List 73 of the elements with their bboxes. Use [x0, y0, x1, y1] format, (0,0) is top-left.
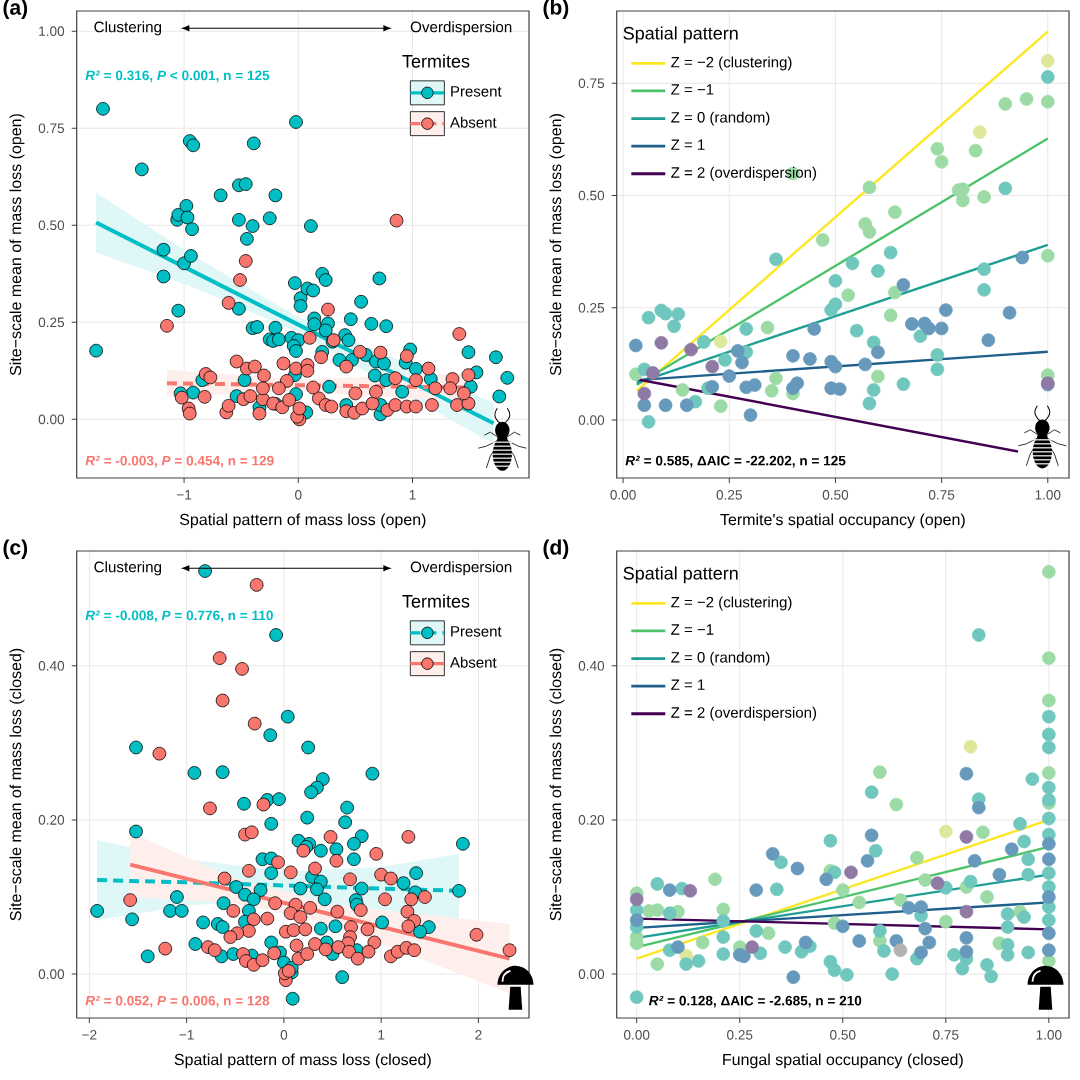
chart-title: (c) — [3, 539, 28, 559]
y-tick-label: 1.00 — [39, 26, 65, 36]
legend-label: Z = 2 (overdispersion) — [671, 706, 817, 721]
annotation: R² = 0.585, ΔAIC = -22.202, n = 125 — [625, 455, 846, 468]
annotation: Overdispersion — [410, 561, 512, 576]
x-tick-label: 2 — [475, 1030, 482, 1040]
y-tick-label: 0.40 — [578, 660, 605, 671]
chart-title: (d) — [543, 539, 569, 559]
annotation: R² = -0.003, P = 0.454, n = 129 — [85, 455, 274, 468]
x-axis-title: Spatial pattern of mass loss (closed) — [174, 1053, 431, 1069]
x-tick-label: 0.25 — [727, 1030, 753, 1040]
y-tick-label: 0.20 — [38, 815, 65, 825]
y-axis-title: Site−scale mean of mass loss (closed) — [549, 648, 565, 921]
x-axis-title: Termite's spatial occupancy (open) — [720, 513, 965, 529]
x-axis-title: Fungal spatial occupancy (closed) — [723, 1053, 963, 1069]
legend-label: Z = 1 — [671, 679, 705, 690]
legend-label: Present — [451, 86, 502, 97]
y-axis-title: Site−scale mean of mass loss (open) — [9, 114, 25, 376]
chart-title: (a) — [3, 0, 28, 19]
x-tick-label: 0.75 — [928, 490, 955, 500]
x-tick-label: 1 — [409, 490, 416, 500]
annotation: Clustering — [94, 561, 162, 576]
x-tick-label: −2 — [82, 1030, 97, 1040]
x-tick-label: 0.75 — [933, 1030, 959, 1040]
legend-label: Absent — [450, 116, 497, 128]
y-tick-label: 0.00 — [578, 969, 605, 979]
x-axis-title: Spatial pattern of mass loss (open) — [179, 513, 426, 529]
legend-label: Z = −2 (clustering) — [671, 596, 792, 611]
legend-title: Spatial pattern — [623, 26, 738, 44]
y-tick-label: 0.50 — [578, 190, 605, 201]
legend-label: Z = −1 — [671, 84, 714, 95]
legend-label: Z = 0 (random) — [671, 111, 770, 126]
legend-label: Z = 2 (overdispersion) — [671, 166, 817, 181]
legend-title: Spatial pattern — [623, 566, 738, 584]
legend-label: Z = −1 — [671, 624, 714, 635]
x-tick-label: 0.50 — [822, 490, 849, 500]
legend-label: Z = 1 — [671, 139, 705, 150]
y-tick-label: 0.00 — [38, 969, 65, 979]
annotation: R² = -0.008, P = 0.776, n = 110 — [85, 610, 273, 623]
chart-title: (b) — [543, 0, 569, 19]
y-tick-label: 0.50 — [38, 220, 65, 231]
y-tick-label: 0.20 — [578, 815, 605, 825]
x-tick-label: 0.00 — [610, 490, 636, 500]
legend-label: Z = 0 (random) — [671, 651, 770, 666]
annotation: Overdispersion — [410, 21, 512, 36]
x-tick-label: 0 — [280, 1030, 288, 1040]
x-tick-label: 0.25 — [716, 490, 742, 500]
legend-label: Absent — [449, 656, 497, 668]
legend-label: Present — [451, 626, 502, 637]
annotation: R² = 0.316, P < 0.001, n = 125 — [85, 70, 270, 83]
y-tick-label: 0.00 — [578, 415, 605, 425]
annotation: R² = 0.052, P = 0.006, n = 128 — [85, 995, 270, 1008]
y-tick-label: 0.75 — [578, 78, 605, 89]
y-tick-label: 0.25 — [578, 302, 605, 313]
y-axis-title: Site−scale mean of mass loss (closed) — [9, 648, 25, 921]
legend-label: Z = −2 (clustering) — [671, 56, 792, 71]
x-tick-label: −1 — [176, 490, 192, 500]
legend-title: Termites — [402, 594, 470, 608]
annotation: R² = 0.128, ΔAIC = -2.685, n = 210 — [649, 995, 862, 1008]
x-tick-label: 0 — [295, 490, 302, 500]
y-tick-label: 0.25 — [38, 317, 65, 328]
legend-title: Termites — [402, 54, 470, 68]
x-tick-label: 1 — [378, 1030, 385, 1040]
y-tick-label: 0.40 — [38, 660, 65, 671]
annotation: Clustering — [94, 21, 162, 36]
x-tick-label: 1.00 — [1036, 1030, 1062, 1040]
x-tick-label: 1.00 — [1035, 490, 1061, 500]
x-tick-label: −1 — [179, 1030, 194, 1040]
y-tick-label: 0.75 — [38, 123, 65, 134]
y-axis-title: Site−scale mean of mass loss (open) — [549, 114, 565, 376]
y-tick-label: 0.00 — [38, 414, 65, 425]
x-tick-label: 0.50 — [830, 1030, 856, 1040]
x-tick-label: 0.00 — [624, 1030, 650, 1040]
